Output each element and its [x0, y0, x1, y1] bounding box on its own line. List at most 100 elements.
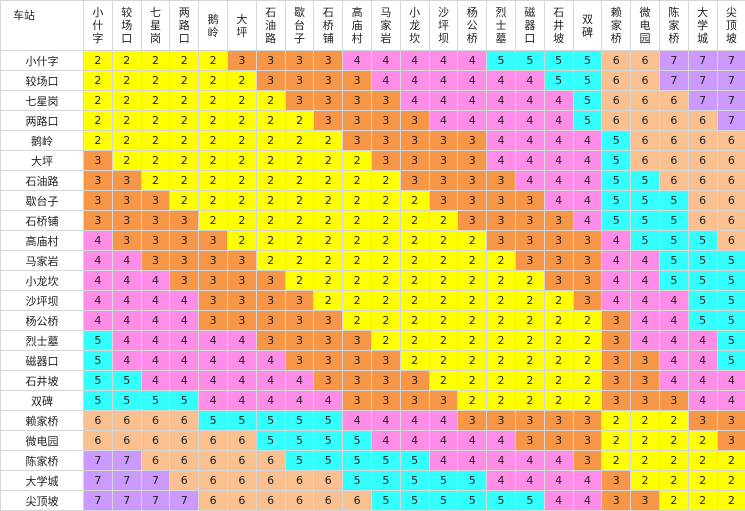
fare-cell: 2 [285, 251, 314, 271]
row-header: 尖顶坡 [1, 491, 84, 511]
fare-cell: 3 [429, 391, 458, 411]
fare-cell: 5 [314, 411, 343, 431]
fare-cell: 3 [170, 271, 199, 291]
fare-cell: 3 [717, 431, 745, 451]
fare-cell: 6 [227, 471, 256, 491]
fare-cell: 3 [227, 311, 256, 331]
fare-cell: 3 [400, 391, 429, 411]
fare-cell: 6 [631, 131, 660, 151]
fare-cell: 2 [256, 111, 285, 131]
fare-cell: 2 [112, 111, 141, 131]
fare-cell: 3 [199, 251, 228, 271]
fare-cell: 6 [285, 471, 314, 491]
fare-cell: 6 [688, 151, 717, 171]
fare-cell: 4 [429, 71, 458, 91]
fare-cell: 4 [227, 371, 256, 391]
fare-cell: 2 [170, 71, 199, 91]
fare-cell: 2 [544, 371, 573, 391]
fare-cell: 3 [371, 91, 400, 111]
fare-cell: 4 [717, 371, 745, 391]
fare-cell: 5 [659, 251, 688, 271]
fare-cell: 4 [458, 71, 487, 91]
row-header: 较场口 [1, 71, 84, 91]
fare-cell: 5 [573, 111, 602, 131]
fare-cell: 6 [602, 111, 631, 131]
fare-cell: 4 [515, 151, 544, 171]
fare-cell: 4 [659, 351, 688, 371]
fare-cell: 4 [227, 331, 256, 351]
fare-cell: 3 [573, 291, 602, 311]
fare-cell: 2 [371, 171, 400, 191]
fare-cell: 2 [429, 271, 458, 291]
fare-cell: 2 [544, 391, 573, 411]
fare-cell: 4 [458, 451, 487, 471]
fare-cell: 3 [544, 431, 573, 451]
fare-cell: 7 [84, 491, 113, 511]
fare-cell: 2 [371, 191, 400, 211]
fare-cell: 2 [371, 271, 400, 291]
fare-cell: 2 [717, 491, 745, 511]
fare-cell: 5 [659, 231, 688, 251]
fare-cell: 3 [141, 191, 170, 211]
fare-cell: 2 [343, 291, 372, 311]
row-header: 歇台子 [1, 191, 84, 211]
fare-cell: 4 [487, 431, 516, 451]
fare-cell: 2 [170, 51, 199, 71]
fare-cell: 5 [429, 471, 458, 491]
fare-cell: 2 [170, 191, 199, 211]
fare-cell: 4 [544, 111, 573, 131]
fare-cell: 5 [256, 431, 285, 451]
fare-cell: 2 [227, 91, 256, 111]
fare-cell: 2 [371, 231, 400, 251]
column-header-label: 石井坡 [553, 6, 565, 45]
fare-cell: 2 [371, 291, 400, 311]
fare-cell: 5 [487, 491, 516, 511]
fare-cell: 2 [515, 271, 544, 291]
column-header: 双碑 [573, 1, 602, 51]
fare-cell: 4 [84, 291, 113, 311]
fare-cell: 4 [429, 451, 458, 471]
fare-cell: 2 [400, 211, 429, 231]
fare-cell: 3 [199, 231, 228, 251]
fare-cell: 4 [170, 311, 199, 331]
fare-cell: 4 [256, 371, 285, 391]
fare-cell: 4 [544, 471, 573, 491]
fare-cell: 4 [112, 311, 141, 331]
fare-cell: 4 [515, 171, 544, 191]
fare-cell: 2 [659, 431, 688, 451]
fare-cell: 4 [227, 351, 256, 371]
fare-cell: 4 [199, 391, 228, 411]
fare-cell: 2 [429, 211, 458, 231]
fare-cell: 3 [602, 491, 631, 511]
fare-cell: 6 [141, 451, 170, 471]
fare-cell: 2 [371, 311, 400, 331]
row-header: 两路口 [1, 111, 84, 131]
fare-cell: 5 [84, 351, 113, 371]
fare-cell: 5 [659, 271, 688, 291]
fare-cell: 6 [631, 91, 660, 111]
fare-cell: 2 [573, 351, 602, 371]
fare-cell: 5 [314, 451, 343, 471]
fare-cell: 3 [602, 391, 631, 411]
fare-cell: 2 [314, 251, 343, 271]
fare-cell: 4 [170, 351, 199, 371]
fare-cell: 4 [487, 111, 516, 131]
fare-cell: 4 [199, 331, 228, 351]
column-header-label: 赖家桥 [610, 6, 622, 45]
column-header-label: 尖顶坡 [725, 6, 737, 45]
fare-cell: 2 [458, 331, 487, 351]
fare-cell: 4 [314, 391, 343, 411]
fare-cell: 3 [400, 111, 429, 131]
fare-cell: 6 [659, 151, 688, 171]
fare-cell: 2 [688, 451, 717, 471]
fare-cell: 3 [371, 371, 400, 391]
fare-cell: 3 [631, 371, 660, 391]
fare-cell: 4 [371, 431, 400, 451]
fare-cell: 7 [688, 71, 717, 91]
fare-cell: 7 [717, 111, 745, 131]
